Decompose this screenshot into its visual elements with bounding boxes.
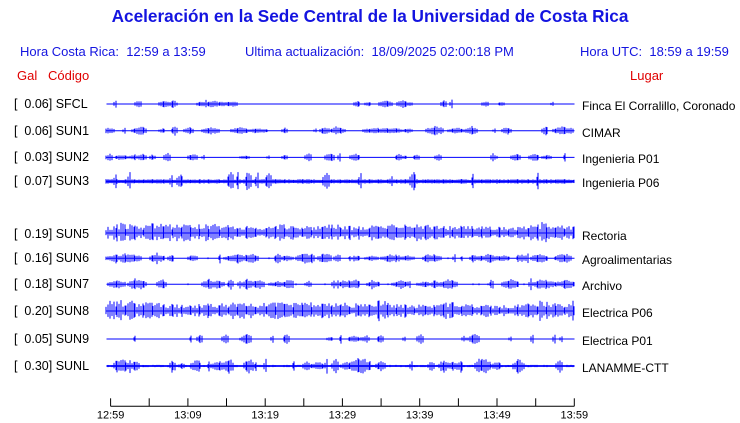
svg-text:13:49: 13:49 xyxy=(483,409,511,421)
svg-text:13:29: 13:29 xyxy=(329,409,357,421)
svg-text:13:09: 13:09 xyxy=(174,409,202,421)
svg-text:12:59: 12:59 xyxy=(97,409,125,421)
svg-text:13:59: 13:59 xyxy=(561,409,589,421)
svg-text:13:19: 13:19 xyxy=(251,409,279,421)
svg-text:13:39: 13:39 xyxy=(406,409,434,421)
